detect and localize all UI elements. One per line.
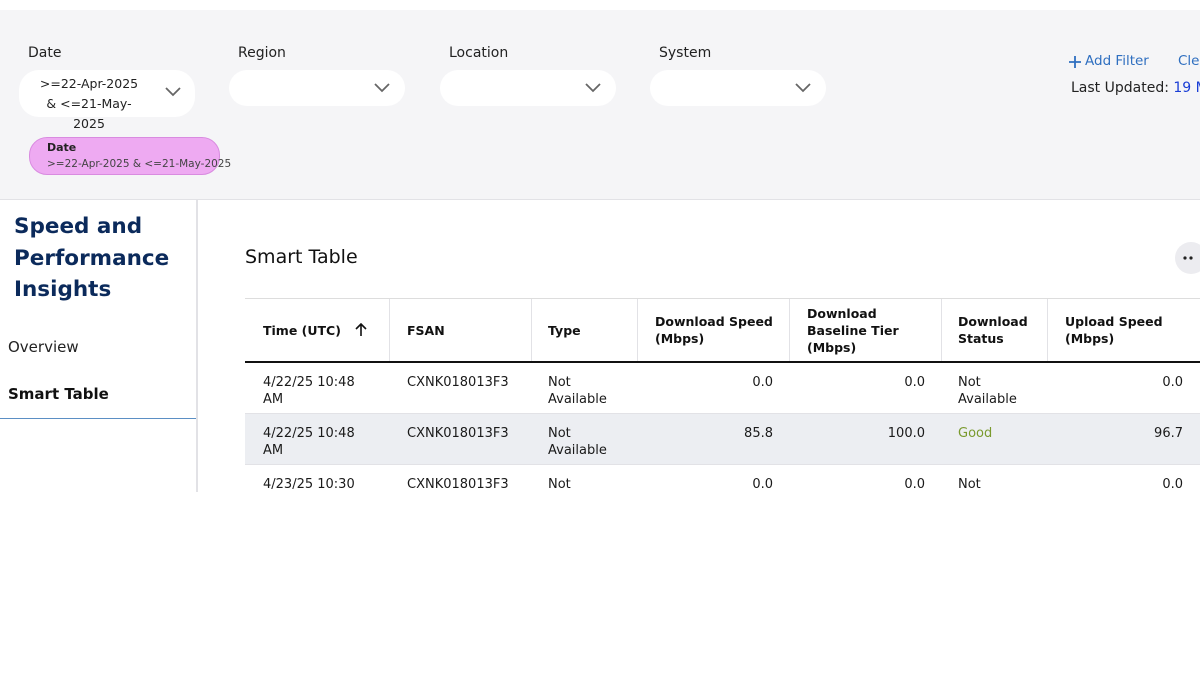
table-cell: 4/23/25 10:30 AM bbox=[263, 477, 355, 492]
table-cell: CXNK018013F3 bbox=[407, 375, 509, 390]
filter-label: Date bbox=[28, 45, 62, 61]
header-text: Type bbox=[548, 322, 581, 338]
clear-filters[interactable]: Cle bbox=[1178, 53, 1200, 69]
last-updated-value: 19 Ma bbox=[1173, 80, 1200, 96]
last-updated: Last Updated: 19 Ma bbox=[1071, 80, 1200, 96]
nav-item-active[interactable]: Smart Table bbox=[8, 385, 109, 403]
column-header[interactable]: Download Speed (Mbps) bbox=[655, 299, 773, 361]
header-text: Time (UTC) bbox=[263, 322, 341, 338]
table-cell: Not bbox=[958, 477, 981, 492]
table-cell: Not Available bbox=[958, 375, 1017, 407]
column-header[interactable]: Time (UTC) bbox=[263, 299, 383, 361]
header-text: Download Baseline Tier (Mbps) bbox=[807, 305, 899, 355]
filter-label: System bbox=[659, 45, 712, 61]
column-header[interactable]: FSAN bbox=[407, 299, 517, 361]
table-row bbox=[245, 363, 1200, 414]
sidebar-title: Speed and Performance Insights bbox=[14, 214, 170, 302]
table-cell: Not Available bbox=[548, 375, 607, 407]
sidebar-divider bbox=[196, 199, 198, 492]
plus-icon bbox=[1069, 56, 1081, 68]
column-border bbox=[941, 299, 942, 361]
nav-underline bbox=[0, 418, 196, 419]
filter-value: >=22-Apr-2025 & <=21-May-2025 bbox=[39, 76, 139, 131]
filter-select[interactable] bbox=[650, 70, 826, 106]
table-cell: CXNK018013F3 bbox=[407, 477, 509, 492]
chevron bbox=[795, 83, 811, 93]
table-cell: 85.8 bbox=[744, 426, 773, 441]
table-cell: 100.0 bbox=[887, 426, 925, 441]
filter-select[interactable]: >=22-Apr-2025 & <=21-May-2025 bbox=[19, 70, 195, 131]
filter-label: Location bbox=[449, 45, 509, 61]
chevron bbox=[374, 83, 390, 93]
table-cell: 4/22/25 10:48 AM bbox=[263, 426, 355, 458]
table-cell: 0.0 bbox=[904, 375, 925, 390]
header-text: Download Status bbox=[958, 314, 1028, 346]
filter-select[interactable] bbox=[229, 70, 405, 106]
table-row bbox=[245, 465, 1200, 493]
table-title: Smart Table bbox=[245, 246, 358, 268]
filter-select[interactable] bbox=[440, 70, 616, 106]
column-header[interactable]: Upload Speed (Mbps) bbox=[1065, 299, 1175, 361]
table-cell: 0.0 bbox=[904, 477, 925, 492]
column-header[interactable]: Type bbox=[548, 299, 628, 361]
header-text: FSAN bbox=[407, 322, 445, 338]
more-icon bbox=[1183, 256, 1193, 260]
table-cell: 4/22/25 10:48 AM bbox=[263, 375, 355, 407]
nav-item[interactable]: Overview bbox=[8, 338, 79, 356]
table-cell: 96.7 bbox=[1154, 426, 1183, 441]
more-button[interactable] bbox=[1175, 242, 1200, 274]
last-updated-label: Last Updated: bbox=[1071, 80, 1169, 96]
table-cell: CXNK018013F3 bbox=[407, 426, 509, 441]
table-cell: Not Available bbox=[548, 426, 607, 458]
column-border bbox=[389, 299, 390, 361]
column-header[interactable]: Download Status bbox=[958, 299, 1038, 361]
table-row bbox=[245, 414, 1200, 465]
header-rule bbox=[245, 361, 1200, 363]
table-cell: 0.0 bbox=[1162, 477, 1183, 492]
chip-label: Date bbox=[47, 141, 77, 154]
column-header[interactable]: Download Baseline Tier (Mbps) bbox=[807, 299, 907, 361]
table-cell: 0.0 bbox=[752, 375, 773, 390]
chip-value: >=22-Apr-2025 & <=21-May-2025 bbox=[47, 158, 232, 170]
column-border bbox=[789, 299, 790, 361]
filter-label: Region bbox=[238, 45, 286, 61]
table: Time (UTC) FSAN Type Download Speed (Mbps) D… bbox=[245, 298, 1200, 493]
chevron bbox=[585, 83, 601, 93]
table-cell: Good bbox=[958, 426, 993, 441]
table-cell: 0.0 bbox=[752, 477, 773, 492]
add-filter[interactable]: Add Filter bbox=[1085, 53, 1149, 69]
column-border bbox=[1047, 299, 1048, 361]
table-cell: 0.0 bbox=[1162, 375, 1183, 390]
header-text: Download Speed (Mbps) bbox=[655, 314, 773, 346]
column-border bbox=[637, 299, 638, 361]
sort-arrow bbox=[355, 323, 367, 336]
header-text: Upload Speed (Mbps) bbox=[1065, 314, 1163, 346]
table-cell: Not bbox=[548, 477, 571, 492]
column-border bbox=[531, 299, 532, 361]
chevron bbox=[165, 87, 181, 97]
filter-chip[interactable]: Date >=22-Apr-2025 & <=21-May-2025 bbox=[29, 137, 231, 175]
